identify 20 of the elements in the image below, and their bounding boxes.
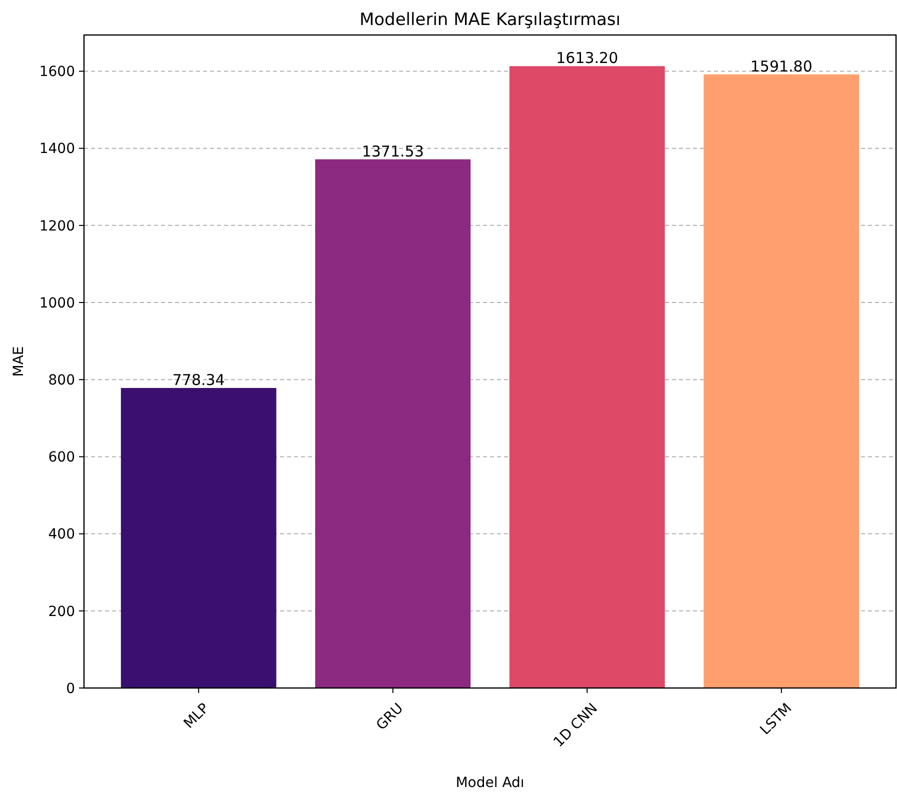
y-tick-label: 0 (66, 680, 75, 697)
bar (120, 388, 276, 688)
chart-title: Modellerin MAE Karşılaştırması (359, 10, 621, 30)
bar (704, 74, 860, 688)
data-label: 1371.53 (362, 142, 424, 160)
bar (509, 66, 665, 688)
y-tick-label: 1600 (39, 64, 75, 80)
data-label: 778.34 (172, 370, 225, 389)
y-tick-label: 400 (48, 526, 75, 543)
y-tick-label: 600 (48, 450, 75, 466)
bar (315, 159, 471, 688)
y-tick-label: 1200 (39, 218, 75, 234)
y-tick-label: 800 (48, 372, 75, 389)
data-label: 1613.20 (556, 49, 618, 68)
x-axis-title: Model Adı (456, 775, 524, 791)
data-label: 1591.80 (750, 57, 812, 76)
y-tick-label: 1400 (39, 141, 75, 158)
y-tick-label: 1000 (39, 295, 75, 312)
y-axis-title: MAE (11, 346, 27, 377)
y-tick-label: 200 (48, 604, 75, 620)
